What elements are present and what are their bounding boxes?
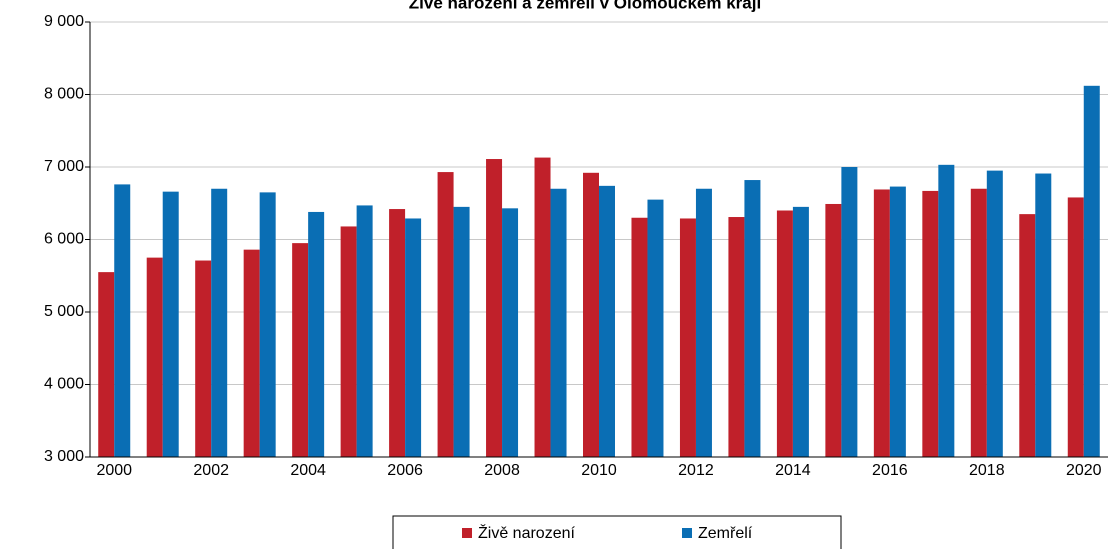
y-tick-label: 6 000 (44, 231, 84, 248)
bar (1067, 197, 1084, 457)
bar (195, 260, 212, 457)
x-tick-label: 2010 (581, 462, 617, 479)
bar (873, 189, 890, 457)
y-tick-label: 3 000 (44, 448, 84, 465)
y-tick-label: 4 000 (44, 376, 84, 393)
bar (114, 184, 131, 457)
legend-label: Živě narození (478, 523, 575, 542)
bar (486, 159, 503, 457)
bar (1035, 173, 1052, 457)
bar (98, 272, 115, 457)
y-tick-label: 8 000 (44, 86, 84, 103)
bar (744, 180, 761, 458)
bar (792, 206, 809, 457)
bar (502, 208, 519, 457)
bar (243, 249, 260, 457)
x-tick-label: 2008 (484, 462, 520, 479)
bar (211, 188, 228, 457)
y-tick-label: 9 000 (44, 13, 84, 30)
y-tick-label: 7 000 (44, 158, 84, 175)
bar (631, 217, 648, 457)
bar (938, 164, 955, 457)
bar (825, 203, 842, 457)
bar (534, 157, 551, 457)
bar (647, 199, 664, 457)
bar (776, 210, 793, 457)
bar (599, 185, 615, 457)
bar (970, 188, 987, 457)
bar (356, 205, 373, 457)
legend-swatch (682, 528, 692, 538)
bar (308, 211, 325, 457)
bar (146, 257, 163, 457)
bar (389, 209, 406, 457)
bar (162, 191, 179, 457)
bar (292, 243, 309, 457)
legend-swatch (462, 528, 472, 538)
x-tick-label: 2020 (1066, 462, 1102, 479)
x-tick-label: 2018 (969, 462, 1005, 479)
bar (1019, 214, 1036, 457)
bar (679, 218, 696, 457)
legend-box (392, 515, 842, 549)
y-tick-label: 5 000 (44, 303, 84, 320)
x-tick-label: 2006 (387, 462, 423, 479)
x-tick-label: 2012 (678, 462, 714, 479)
bar (453, 206, 470, 457)
x-tick-label: 2002 (193, 462, 229, 479)
bar (259, 192, 276, 457)
bar (986, 170, 1003, 457)
x-tick-label: 2000 (96, 462, 132, 479)
x-tick-label: 2004 (290, 462, 326, 479)
bar (550, 188, 567, 457)
bar (583, 172, 599, 458)
chart-title: Živě narození a zemřelí v Olomouckém kra… (409, 0, 761, 12)
bar (340, 226, 357, 457)
bar (1083, 85, 1100, 458)
bar (922, 190, 939, 458)
bar (728, 217, 745, 457)
bar (695, 188, 712, 457)
bar (841, 167, 858, 457)
bar (889, 186, 906, 457)
x-tick-label: 2016 (872, 462, 908, 479)
bar (405, 218, 422, 457)
bar (437, 172, 454, 457)
legend-label: Zemřelí (698, 525, 753, 542)
x-tick-label: 2014 (775, 462, 811, 479)
